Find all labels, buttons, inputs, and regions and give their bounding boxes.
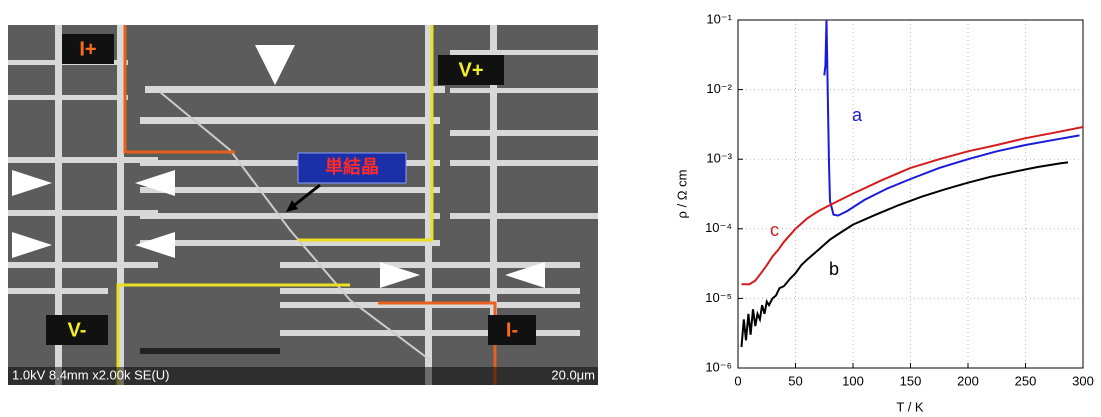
y-tick-label: 10⁻³ — [706, 151, 732, 166]
callout: 単結晶 — [325, 156, 379, 177]
sem-image: I+ V+ V- I- 単結晶 1.0kV 8.4mm x2.00k SE(U)… — [8, 25, 598, 385]
x-tick-label: 200 — [957, 373, 979, 388]
x-tick-label: 100 — [842, 373, 864, 388]
chart: T / K ρ / Ω cm a b c 0 50 100 150 200 250 300 1… — [674, 11, 1093, 414]
series-label: a — [852, 105, 863, 125]
y-tick-label: 10⁻² — [706, 81, 732, 96]
sem-footer: 1.0kV 8.4mm x2.00k SE(U) — [12, 367, 170, 382]
lead-label: V+ — [458, 59, 483, 81]
x-axis-label: T / K — [896, 399, 924, 414]
y-tick-label: 10⁻⁴ — [705, 220, 732, 235]
x-tick-label: 250 — [1015, 373, 1037, 388]
series-line — [824, 20, 1079, 216]
series-line — [742, 127, 1084, 284]
x-tick-label: 150 — [900, 373, 922, 388]
series-line — [742, 162, 1069, 347]
lead-label: I+ — [79, 38, 96, 60]
lead-label: I- — [506, 319, 518, 341]
y-tick-label: 10⁻¹ — [706, 11, 732, 26]
y-tick-label: 10⁻⁶ — [705, 359, 732, 374]
y-axis-label: ρ / Ω cm — [674, 170, 689, 219]
x-tick-label: 50 — [788, 373, 802, 388]
series-label: b — [829, 259, 839, 279]
page: I+ V+ V- I- 単結晶 1.0kV 8.4mm x2.00k SE(U)… — [0, 0, 1101, 417]
lead-label: V- — [68, 319, 87, 341]
y-tick-label: 10⁻⁵ — [705, 290, 732, 305]
series-label: c — [770, 220, 779, 240]
sem-scale: 20.0μm — [551, 367, 595, 382]
x-tick-label: 300 — [1072, 373, 1094, 388]
x-tick-label: 0 — [734, 373, 741, 388]
